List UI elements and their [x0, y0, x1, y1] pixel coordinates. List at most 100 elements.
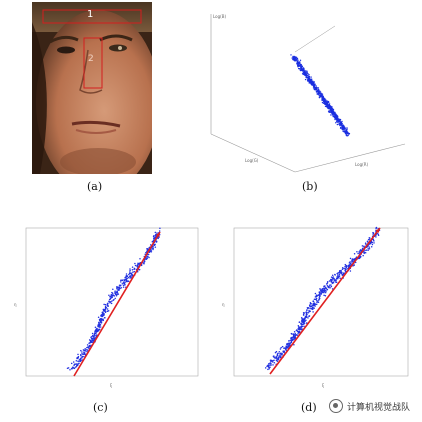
scatter-point	[91, 334, 94, 337]
scatter-point	[315, 303, 318, 306]
scatter-point	[342, 124, 344, 126]
scatter-point	[367, 238, 370, 241]
scatter-point	[79, 354, 82, 356]
scatter-point	[302, 69, 304, 71]
scatter-point	[299, 69, 302, 72]
scatter-point	[267, 368, 269, 371]
scatter-point	[349, 261, 351, 263]
scatter-point	[145, 251, 147, 254]
scatter-point	[322, 289, 325, 292]
scatter-point	[280, 353, 283, 356]
scatter-point	[308, 305, 311, 307]
scatter-point	[119, 285, 122, 287]
scatter-point	[123, 279, 125, 281]
scatter-point	[307, 312, 309, 314]
scatter-point	[274, 357, 276, 359]
scatter-point	[153, 243, 156, 246]
scatter-point	[316, 89, 319, 92]
scatter-point	[324, 291, 327, 294]
scatter-point	[306, 71, 308, 73]
scatter-point	[301, 67, 303, 69]
scatter-point	[321, 291, 324, 294]
scatter-point	[368, 247, 371, 250]
scatter-point	[81, 353, 83, 355]
scatter-point	[306, 309, 308, 312]
scatter-point	[112, 288, 114, 290]
scatter-point	[122, 281, 125, 283]
scatter-point	[305, 316, 308, 319]
scatter-point	[292, 57, 295, 59]
scatter-point	[83, 352, 86, 354]
scatter-point	[286, 346, 288, 349]
scatter-point	[100, 314, 102, 317]
scatter-point	[99, 317, 102, 320]
scatter-point	[128, 272, 131, 275]
scatter-point	[344, 265, 346, 268]
scatter-point	[310, 80, 313, 83]
scatter-point	[81, 357, 83, 359]
scatter-point	[338, 119, 341, 121]
scatter-point	[343, 267, 345, 270]
scatter-point	[293, 344, 295, 346]
scatter-point	[292, 58, 294, 61]
scatter-point	[323, 285, 326, 287]
scatter-point	[308, 74, 310, 76]
scatter-point	[359, 249, 361, 252]
scatter-point	[325, 102, 327, 105]
scatter-points-3d	[290, 54, 351, 137]
scatter-point	[333, 113, 335, 115]
scatter-point	[368, 246, 371, 248]
scatter-point	[319, 91, 322, 93]
scatter-point	[345, 133, 348, 135]
scatter-point	[310, 76, 312, 78]
x-label-d: ξ	[322, 383, 324, 388]
scatter-point	[313, 298, 316, 301]
scatter-point	[356, 250, 358, 253]
scatter-point	[101, 315, 104, 317]
scatter-point	[264, 367, 267, 369]
scatter-point	[315, 300, 318, 302]
scatter-point	[123, 284, 126, 286]
scatter-point	[81, 351, 83, 353]
scatter-point	[156, 232, 158, 234]
scatter-point	[297, 59, 299, 61]
scatter-point	[303, 317, 305, 320]
scatter-point	[86, 348, 88, 351]
scatter-point	[341, 268, 344, 270]
scatter-point	[116, 286, 118, 288]
scatter-point	[121, 279, 123, 281]
scatter-point	[152, 246, 154, 248]
scatter-point	[349, 257, 352, 260]
scatter-point	[324, 294, 327, 297]
scatter-point	[330, 278, 332, 281]
scatter-point	[110, 293, 113, 296]
scatter-point	[77, 360, 79, 363]
scatter-point	[273, 361, 276, 364]
scatter-point	[370, 245, 373, 248]
scatter-point	[297, 333, 299, 335]
scatter-point	[125, 275, 128, 277]
scatter-point	[313, 84, 315, 87]
scatter-point	[120, 287, 123, 289]
scatter-point	[367, 249, 369, 252]
scatter-point	[294, 332, 296, 335]
scatter-point	[80, 358, 82, 361]
scatter-point	[342, 125, 344, 128]
scatter-point	[131, 266, 134, 268]
scatter-point	[280, 352, 282, 354]
scatter-point	[334, 279, 337, 281]
scatter-point	[152, 248, 154, 251]
scatter-point	[115, 293, 117, 296]
scatter-point	[333, 115, 335, 117]
scatter-point	[353, 253, 356, 255]
scatter-point	[328, 280, 331, 282]
scatter-point	[334, 111, 336, 114]
scatter-point	[93, 334, 96, 336]
scatter-point	[348, 132, 351, 135]
scatter-point	[304, 71, 306, 73]
scatter-point	[90, 335, 93, 338]
scatter-point	[118, 284, 121, 286]
scatter-point	[361, 245, 364, 247]
scatter-point	[97, 325, 99, 327]
scatter-point	[158, 230, 161, 232]
